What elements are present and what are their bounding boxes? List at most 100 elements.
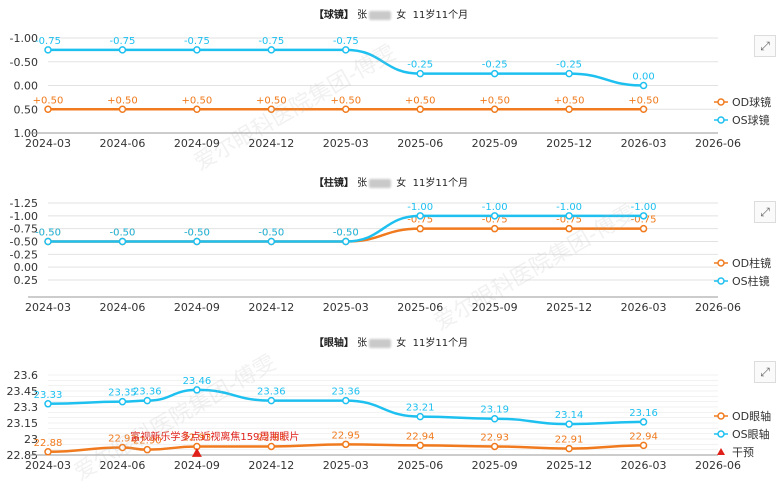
- data-label: 22.93: [257, 432, 286, 443]
- patient-gender: 女: [396, 10, 407, 21]
- y-tick-label: -0.50: [10, 236, 38, 249]
- x-tick-label: 2026-03: [621, 459, 667, 472]
- data-point: [416, 69, 424, 78]
- data-label: 23.21: [406, 403, 435, 414]
- x-tick-label: 2024-03: [25, 301, 71, 314]
- data-point: [490, 442, 499, 451]
- data-label: -0.75: [35, 36, 61, 47]
- data-label: +0.50: [256, 95, 287, 106]
- y-tick-label: 0.50: [14, 103, 39, 116]
- data-label: 23.14: [555, 410, 584, 421]
- x-tick-label: 2025-03: [323, 301, 369, 314]
- data-label: -0.75: [407, 215, 433, 226]
- data-point: [193, 237, 201, 246]
- y-tick-label: -1.25: [10, 197, 38, 210]
- data-point: [118, 397, 127, 406]
- data-point: [118, 46, 127, 54]
- y-tick-label: 0.00: [14, 261, 39, 274]
- data-point: [565, 420, 573, 428]
- legend-marker: [717, 412, 725, 420]
- data-point: [565, 105, 573, 113]
- data-point: [342, 46, 350, 54]
- data-label: -0.50: [35, 228, 61, 239]
- data-label: 22.94: [406, 431, 435, 442]
- data-label: +0.50: [33, 95, 64, 106]
- y-tick-label: 0.25: [14, 274, 39, 287]
- data-label: -0.50: [333, 228, 359, 239]
- data-point: [490, 224, 499, 233]
- data-point: [118, 443, 127, 452]
- data-point: [565, 212, 573, 220]
- x-tick-label: 2025-09: [472, 137, 518, 150]
- series-line: [47, 48, 644, 87]
- cylinder-panel: 【柱镜】 张 女 11岁11个月 ⤢ -1.25 -1.00 -0.75 -0.50-…: [0, 168, 782, 328]
- axial-length-panel: 【眼轴】 张 女 11岁11个月 ⤢ 22.85 23 23.15 23.3 23.45…: [0, 328, 782, 488]
- data-label: 23.36: [331, 387, 360, 398]
- data-point: [118, 237, 127, 246]
- data-label: 22.90: [133, 436, 162, 447]
- legend-label: OS眼轴: [732, 427, 770, 441]
- data-point: [342, 105, 350, 113]
- data-label: -0.75: [631, 215, 657, 226]
- y-tick-label: 23.45: [7, 385, 39, 398]
- data-point: [416, 224, 424, 233]
- data-point: [639, 418, 648, 426]
- intervention-marker: [191, 447, 202, 457]
- data-label: -1.00: [407, 202, 433, 213]
- data-label: 23.35: [108, 388, 137, 399]
- data-point: [118, 105, 127, 113]
- data-label: -0.50: [333, 228, 359, 239]
- axial-length-chart: 22.85 23 23.15 23.3 23.45 23.6 2024-03 2024-06 2…: [7, 369, 772, 472]
- expand-icon[interactable]: ⤢: [754, 361, 776, 383]
- cylinder-chart: -1.25-1.00-0.75-0.50-0.250.000.252024-03…: [10, 197, 772, 314]
- data-point: [490, 414, 499, 423]
- data-point: [267, 396, 276, 405]
- patient-name: 张: [357, 178, 368, 189]
- expand-icon[interactable]: ⤢: [754, 35, 776, 57]
- y-tick-label: 1.00: [14, 127, 39, 140]
- intervention-annotation: 富视新乐学多点近视离焦159周期眼片: [130, 430, 299, 443]
- data-label: +0.50: [182, 95, 213, 106]
- x-tick-label: 2024-12: [248, 301, 294, 314]
- x-tick-label: 2025-09: [472, 459, 518, 472]
- x-tick-label: 2025-12: [546, 459, 592, 472]
- patient-name: 张: [357, 10, 368, 21]
- data-point: [639, 441, 648, 450]
- data-label: -0.25: [407, 60, 433, 71]
- legend-marker: [717, 277, 725, 285]
- data-point: [44, 46, 52, 54]
- y-tick-label: -0.25: [10, 248, 38, 261]
- data-label: +0.50: [107, 95, 138, 106]
- data-point: [639, 224, 648, 233]
- expand-icon[interactable]: ⤢: [754, 201, 776, 223]
- data-point: [44, 400, 52, 408]
- data-label: 0.00: [632, 72, 654, 83]
- data-point: [565, 69, 573, 78]
- data-label: 23.16: [629, 408, 658, 419]
- data-label: -0.75: [184, 36, 210, 47]
- data-label: 22.88: [34, 438, 63, 449]
- data-point: [267, 105, 276, 113]
- x-tick-label: 2024-09: [174, 137, 220, 150]
- y-tick-label: 22.85: [7, 449, 39, 462]
- legend-marker: [717, 259, 725, 267]
- data-point: [639, 81, 648, 90]
- x-tick-label: 2025-12: [546, 301, 592, 314]
- data-label: 23.46: [183, 376, 212, 387]
- data-point: [416, 105, 424, 113]
- data-point: [490, 212, 499, 220]
- x-tick-label: 2026-06: [695, 459, 741, 472]
- data-label: -0.50: [258, 228, 284, 239]
- data-point: [193, 386, 201, 394]
- data-point: [193, 105, 201, 113]
- y-tick-label: 23.6: [14, 369, 39, 382]
- name-blur: [369, 10, 392, 20]
- data-label: -0.75: [482, 215, 508, 226]
- data-label: -1.00: [556, 202, 582, 213]
- x-tick-label: 2024-12: [248, 459, 294, 472]
- x-tick-label: 2025-06: [397, 459, 443, 472]
- data-point: [416, 441, 424, 450]
- data-label: -0.75: [110, 36, 136, 47]
- data-label: 22.95: [331, 430, 360, 441]
- patient-age: 11岁11个月: [412, 178, 469, 189]
